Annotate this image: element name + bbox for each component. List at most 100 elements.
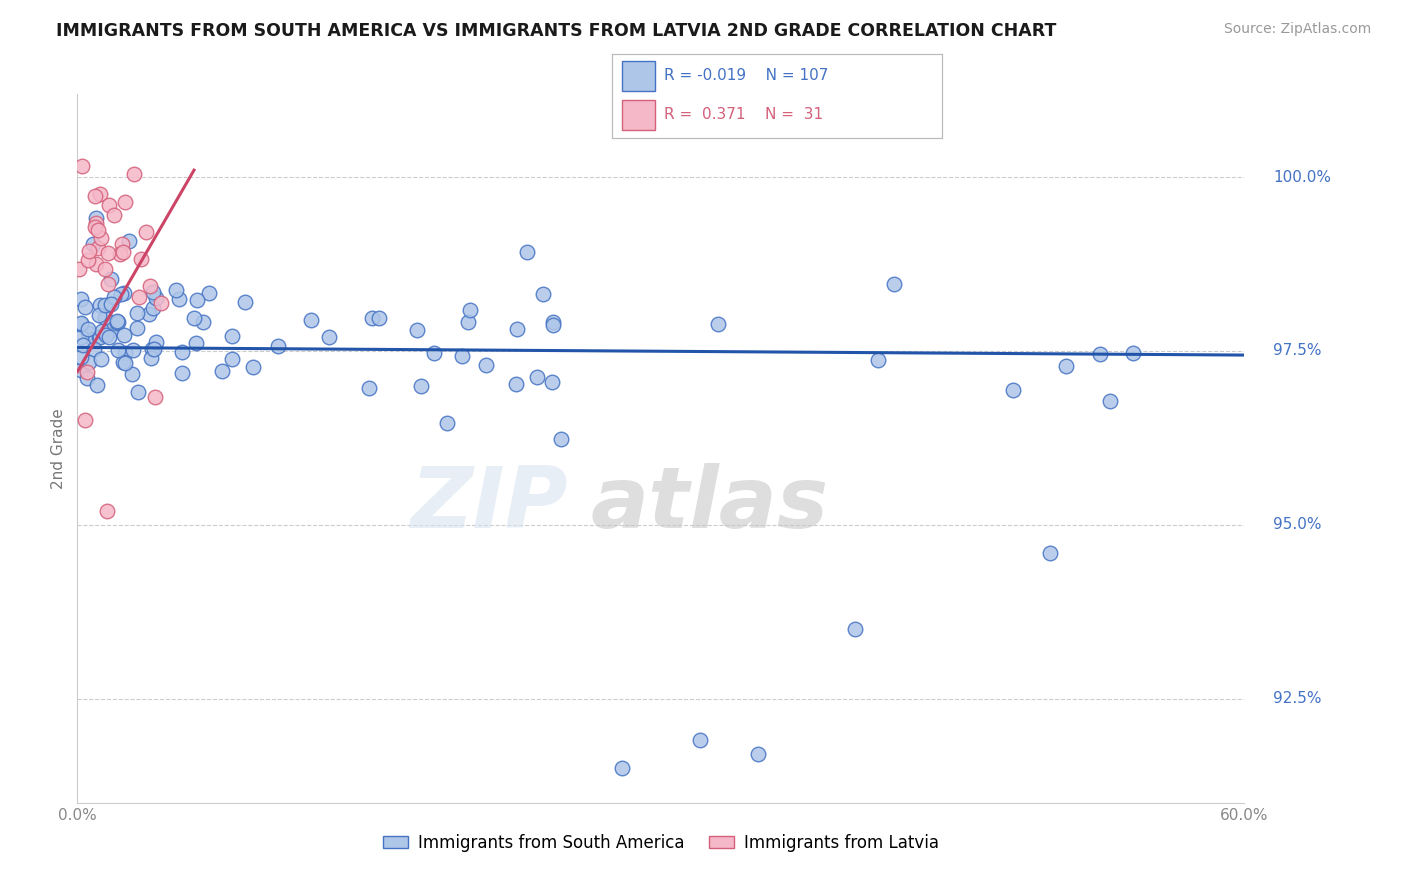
Point bbox=[142, 342, 165, 356]
Point bbox=[103, 290, 125, 304]
Point bbox=[193, 315, 215, 329]
Point bbox=[77, 253, 100, 268]
Point bbox=[90, 231, 112, 245]
Point bbox=[100, 297, 122, 311]
Bar bbox=[621, 100, 655, 130]
Point bbox=[1098, 393, 1121, 408]
Point bbox=[138, 279, 160, 293]
Point bbox=[70, 159, 93, 173]
Point bbox=[150, 296, 173, 310]
Point bbox=[170, 366, 193, 380]
Point bbox=[186, 293, 208, 308]
Point bbox=[70, 292, 93, 306]
Point bbox=[75, 413, 97, 427]
Legend: Immigrants from South America, Immigrants from Latvia: Immigrants from South America, Immigrant… bbox=[375, 827, 946, 858]
Point bbox=[1122, 346, 1144, 360]
Point bbox=[122, 167, 145, 181]
Point bbox=[94, 298, 117, 312]
Point bbox=[67, 262, 90, 277]
Point bbox=[747, 747, 769, 761]
Point bbox=[143, 390, 166, 404]
Point bbox=[505, 377, 527, 392]
Point bbox=[73, 301, 96, 315]
Point bbox=[107, 314, 129, 328]
Point bbox=[357, 381, 380, 395]
Point bbox=[70, 317, 93, 331]
Point bbox=[125, 321, 148, 335]
Point bbox=[97, 245, 120, 260]
Point bbox=[76, 326, 98, 340]
Point bbox=[87, 241, 110, 255]
Point bbox=[411, 379, 433, 393]
Point bbox=[89, 330, 111, 344]
Text: ZIP: ZIP bbox=[409, 464, 568, 547]
Point bbox=[98, 198, 121, 212]
Point bbox=[94, 261, 117, 276]
Point bbox=[541, 318, 564, 332]
Point bbox=[299, 313, 322, 327]
Point bbox=[90, 351, 112, 366]
Point bbox=[107, 315, 129, 329]
Point bbox=[77, 322, 100, 336]
Point bbox=[82, 236, 104, 251]
Point bbox=[112, 285, 135, 300]
Point bbox=[139, 351, 162, 365]
Point bbox=[70, 329, 93, 343]
Point bbox=[198, 286, 221, 301]
Point bbox=[1054, 359, 1077, 373]
Point bbox=[70, 350, 93, 364]
Point bbox=[89, 187, 111, 202]
Text: R = -0.019    N = 107: R = -0.019 N = 107 bbox=[665, 69, 830, 84]
Point bbox=[84, 211, 107, 226]
Point bbox=[84, 220, 107, 235]
Text: IMMIGRANTS FROM SOUTH AMERICA VS IMMIGRANTS FROM LATVIA 2ND GRADE CORRELATION CH: IMMIGRANTS FROM SOUTH AMERICA VS IMMIGRA… bbox=[56, 22, 1057, 40]
Point bbox=[87, 223, 110, 237]
Point bbox=[145, 335, 167, 350]
Point bbox=[79, 355, 101, 369]
Point bbox=[242, 359, 264, 374]
Point bbox=[1088, 346, 1111, 360]
Point bbox=[221, 352, 243, 367]
Point bbox=[86, 378, 108, 392]
Y-axis label: 2nd Grade: 2nd Grade bbox=[51, 408, 66, 489]
Point bbox=[107, 343, 129, 358]
Text: 92.5%: 92.5% bbox=[1274, 691, 1322, 706]
Point bbox=[541, 375, 564, 389]
Point bbox=[110, 287, 132, 301]
Point bbox=[94, 310, 117, 325]
Point bbox=[1039, 545, 1062, 559]
Point bbox=[550, 433, 572, 447]
Point bbox=[129, 252, 152, 266]
Point bbox=[125, 306, 148, 320]
Point bbox=[89, 308, 111, 322]
Point bbox=[541, 315, 564, 329]
Text: 97.5%: 97.5% bbox=[1274, 343, 1322, 359]
Point bbox=[361, 310, 384, 325]
Point bbox=[450, 349, 472, 363]
Point bbox=[866, 353, 889, 368]
Bar bbox=[621, 62, 655, 91]
Point bbox=[114, 194, 136, 209]
Point bbox=[138, 307, 160, 321]
Point bbox=[221, 329, 243, 343]
Point bbox=[72, 338, 94, 352]
Point bbox=[76, 365, 98, 379]
Point bbox=[76, 371, 98, 385]
Point bbox=[111, 236, 134, 251]
Point bbox=[844, 622, 866, 636]
Point bbox=[423, 346, 446, 360]
Point bbox=[183, 311, 205, 326]
Point bbox=[70, 316, 93, 330]
Point bbox=[506, 321, 529, 335]
Point bbox=[83, 342, 105, 356]
Point bbox=[97, 277, 120, 291]
Point bbox=[145, 291, 167, 305]
Point bbox=[883, 277, 905, 291]
Point bbox=[141, 343, 163, 357]
Point bbox=[689, 733, 711, 747]
Point bbox=[1001, 384, 1024, 398]
Text: R =  0.371    N =  31: R = 0.371 N = 31 bbox=[665, 107, 824, 121]
Text: Source: ZipAtlas.com: Source: ZipAtlas.com bbox=[1223, 22, 1371, 37]
Point bbox=[103, 208, 125, 222]
Text: 95.0%: 95.0% bbox=[1274, 517, 1322, 533]
